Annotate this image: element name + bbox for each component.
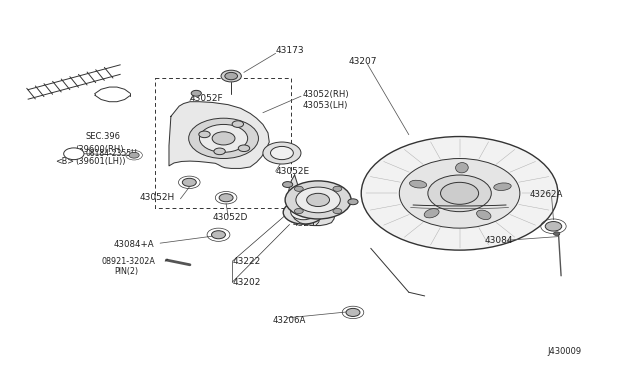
Polygon shape bbox=[169, 102, 269, 169]
Text: 43084: 43084 bbox=[485, 237, 513, 246]
Circle shape bbox=[263, 142, 301, 164]
Circle shape bbox=[296, 187, 340, 213]
Text: 43222: 43222 bbox=[232, 257, 260, 266]
Ellipse shape bbox=[424, 209, 439, 218]
Circle shape bbox=[271, 147, 293, 160]
Circle shape bbox=[284, 201, 324, 224]
Text: J430009: J430009 bbox=[547, 347, 581, 356]
Circle shape bbox=[214, 148, 225, 155]
Circle shape bbox=[221, 70, 241, 82]
Text: SEC.396: SEC.396 bbox=[85, 132, 120, 141]
Circle shape bbox=[554, 232, 560, 235]
Circle shape bbox=[189, 118, 259, 158]
Circle shape bbox=[440, 182, 479, 204]
Text: <B>: <B> bbox=[55, 157, 74, 166]
Circle shape bbox=[212, 132, 235, 145]
Text: 43207: 43207 bbox=[349, 57, 377, 66]
Text: (39601(LH)): (39601(LH)) bbox=[76, 157, 126, 166]
Circle shape bbox=[348, 199, 358, 205]
Circle shape bbox=[129, 152, 139, 158]
Polygon shape bbox=[288, 175, 335, 225]
Text: 08921-3202A: 08921-3202A bbox=[101, 257, 155, 266]
Circle shape bbox=[399, 158, 520, 228]
Text: B: B bbox=[71, 151, 76, 157]
Text: 43232: 43232 bbox=[292, 219, 321, 228]
Text: 43053(LH): 43053(LH) bbox=[302, 101, 348, 110]
Text: 43084+A: 43084+A bbox=[114, 240, 154, 249]
Ellipse shape bbox=[410, 180, 427, 188]
Circle shape bbox=[333, 208, 342, 214]
Circle shape bbox=[64, 148, 84, 160]
Ellipse shape bbox=[456, 163, 468, 173]
Circle shape bbox=[294, 186, 303, 191]
Text: 43206A: 43206A bbox=[273, 316, 306, 326]
Circle shape bbox=[211, 231, 225, 239]
Text: 43052H: 43052H bbox=[139, 193, 175, 202]
Text: PIN(2): PIN(2) bbox=[114, 266, 138, 276]
Text: 43052E: 43052E bbox=[276, 167, 310, 176]
Circle shape bbox=[333, 186, 342, 191]
Circle shape bbox=[191, 90, 202, 96]
Circle shape bbox=[232, 121, 244, 127]
Text: 08184-2355H: 08184-2355H bbox=[85, 149, 137, 158]
Text: 43173: 43173 bbox=[276, 46, 304, 55]
Ellipse shape bbox=[477, 210, 491, 219]
Circle shape bbox=[200, 125, 248, 152]
Circle shape bbox=[294, 208, 303, 214]
Circle shape bbox=[219, 194, 233, 202]
Circle shape bbox=[199, 131, 210, 138]
Text: (39600(RH): (39600(RH) bbox=[76, 145, 124, 154]
Text: 43052(RH): 43052(RH) bbox=[302, 90, 349, 99]
Circle shape bbox=[545, 222, 562, 231]
Circle shape bbox=[283, 182, 292, 187]
Circle shape bbox=[346, 308, 360, 317]
Text: 43052D: 43052D bbox=[212, 213, 248, 222]
Circle shape bbox=[225, 73, 237, 80]
Circle shape bbox=[428, 175, 492, 212]
Circle shape bbox=[307, 193, 330, 206]
Circle shape bbox=[291, 205, 316, 220]
Circle shape bbox=[238, 145, 250, 151]
Text: 43202: 43202 bbox=[232, 278, 261, 286]
Text: 43052F: 43052F bbox=[190, 93, 223, 103]
Ellipse shape bbox=[493, 183, 511, 190]
Circle shape bbox=[361, 137, 558, 250]
Circle shape bbox=[285, 181, 351, 219]
Circle shape bbox=[182, 178, 196, 186]
Text: 43262A: 43262A bbox=[529, 190, 563, 199]
